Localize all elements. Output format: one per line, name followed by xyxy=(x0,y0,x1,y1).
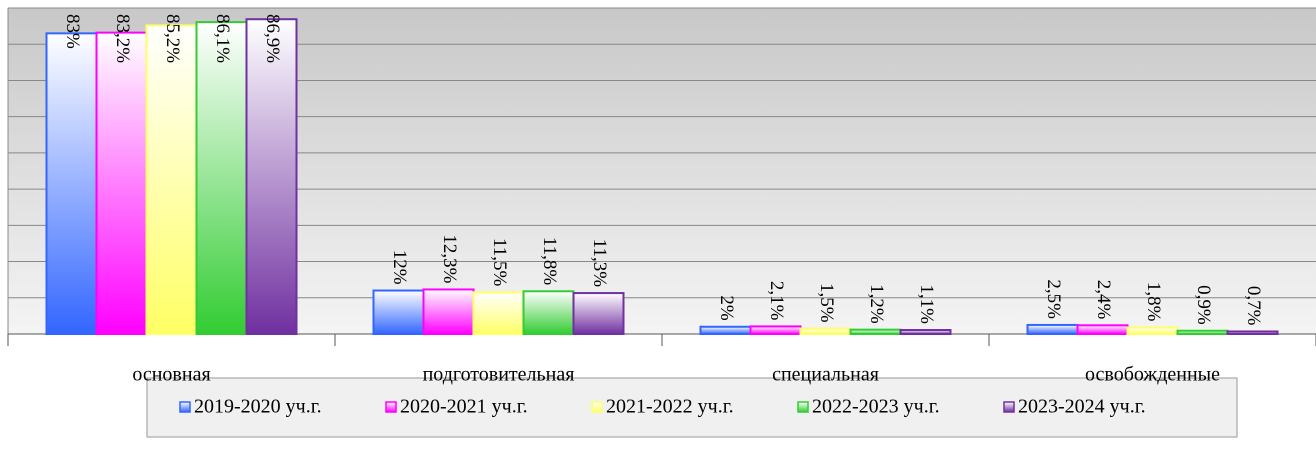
legend-label: 2020-2021 уч.г. xyxy=(400,396,528,418)
legend-swatch xyxy=(1003,401,1015,413)
data-label: 2% xyxy=(716,295,737,321)
data-label: 2,4% xyxy=(1093,280,1114,320)
legend-label: 2019-2020 уч.г. xyxy=(194,396,322,418)
data-label: 1,1% xyxy=(916,284,937,324)
bar xyxy=(145,24,198,336)
bar xyxy=(899,329,952,336)
data-label: 85,2% xyxy=(162,14,183,63)
bar xyxy=(1226,330,1279,336)
x-tick-label: основная xyxy=(132,364,210,386)
legend-box xyxy=(146,377,1238,438)
data-label: 0,9% xyxy=(1193,285,1214,325)
data-label: 1,2% xyxy=(866,284,887,324)
bar xyxy=(422,288,475,335)
legend-swatch xyxy=(797,401,809,413)
bar xyxy=(245,18,298,336)
data-label: 12,3% xyxy=(439,234,460,283)
bar xyxy=(472,291,525,336)
data-label: 11,5% xyxy=(489,238,510,287)
data-label: 2,5% xyxy=(1043,279,1064,319)
bar xyxy=(372,289,425,335)
data-label: 11,3% xyxy=(589,239,610,288)
bar xyxy=(699,325,752,335)
data-label: 1,5% xyxy=(816,283,837,323)
legend-swatch xyxy=(385,401,397,413)
data-label: 86,9% xyxy=(262,14,283,63)
bar xyxy=(1126,326,1179,336)
bar xyxy=(95,31,148,336)
bar xyxy=(849,328,902,335)
data-label: 1,8% xyxy=(1143,282,1164,322)
legend-label: 2022-2023 уч.г. xyxy=(812,396,940,418)
bar xyxy=(195,21,248,335)
data-label: 12% xyxy=(389,250,410,285)
x-tick-label: освобожденные xyxy=(1085,364,1220,386)
legend-swatch xyxy=(591,401,603,413)
legend-swatch xyxy=(179,401,191,413)
data-label: 83,2% xyxy=(112,14,133,63)
bar xyxy=(749,325,802,336)
data-label: 11,8% xyxy=(539,237,560,286)
legend-label: 2021-2022 уч.г. xyxy=(606,396,734,418)
bar xyxy=(799,327,852,336)
bar xyxy=(1076,324,1129,336)
bar xyxy=(1176,329,1229,335)
data-label: 2,1% xyxy=(766,281,787,321)
bar xyxy=(45,32,98,335)
x-tick-label: специальная xyxy=(772,364,879,386)
data-label: 83% xyxy=(62,14,83,49)
legend-label: 2023-2024 уч.г. xyxy=(1018,396,1146,418)
bar xyxy=(572,292,625,335)
data-label: 86,1% xyxy=(212,14,233,63)
data-label: 0,7% xyxy=(1243,286,1264,326)
bar xyxy=(1026,323,1079,336)
bar xyxy=(522,290,575,336)
x-tick-label: подготовительная xyxy=(423,364,575,386)
